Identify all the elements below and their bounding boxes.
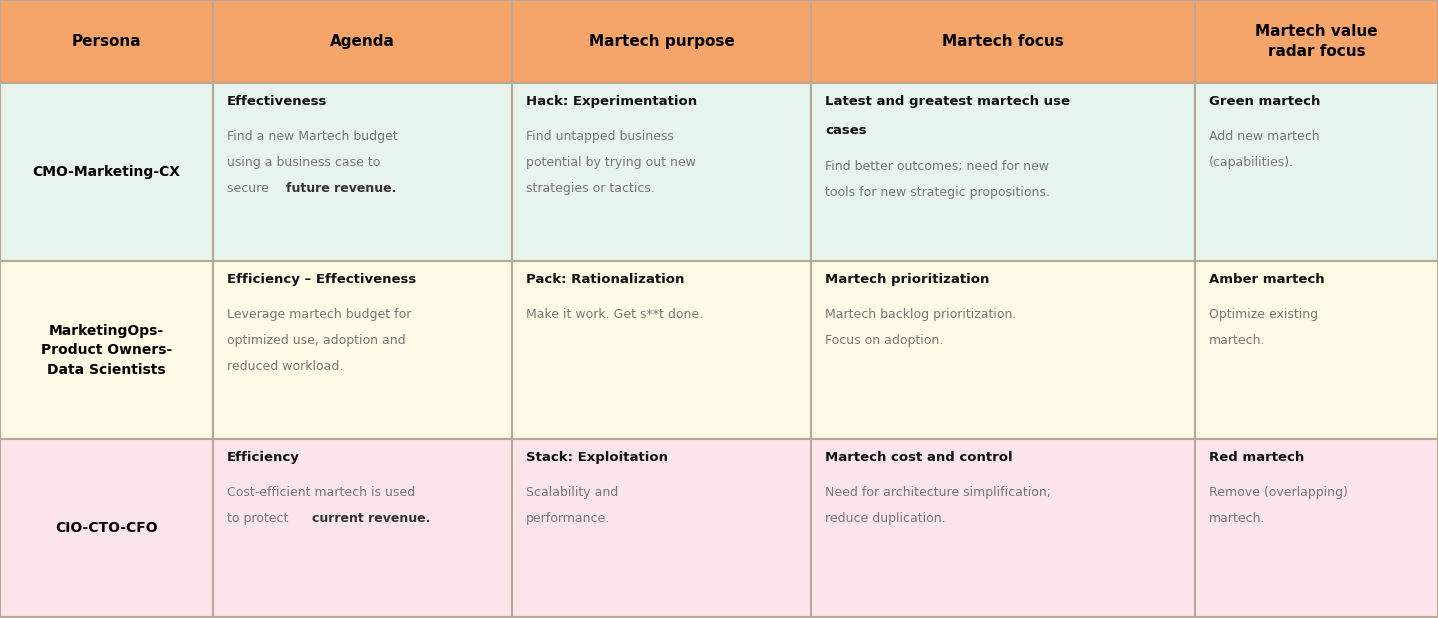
Bar	[1195, 83, 1438, 261]
Text: Persona: Persona	[72, 34, 141, 49]
Text: current revenue.: current revenue.	[312, 512, 430, 525]
Text: Scalability and: Scalability and	[526, 486, 618, 499]
Text: Martech prioritization: Martech prioritization	[825, 273, 989, 286]
Text: tools for new strategic propositions.: tools for new strategic propositions.	[825, 186, 1050, 199]
Text: martech.: martech.	[1209, 512, 1265, 525]
Bar	[811, 83, 1195, 261]
Text: MarketingOps-
Product Owners-
Data Scientists: MarketingOps- Product Owners- Data Scien…	[40, 324, 173, 377]
Text: Remove (overlapping): Remove (overlapping)	[1209, 486, 1349, 499]
Bar	[1195, 261, 1438, 439]
Bar	[1195, 439, 1438, 617]
Bar	[811, 0, 1195, 83]
Text: reduce duplication.: reduce duplication.	[825, 512, 946, 525]
Text: Find untapped business: Find untapped business	[526, 130, 674, 143]
Text: Amber martech: Amber martech	[1209, 273, 1324, 286]
Text: CIO-CTO-CFO: CIO-CTO-CFO	[55, 522, 158, 535]
Text: Martech backlog prioritization.: Martech backlog prioritization.	[825, 308, 1017, 321]
Text: Latest and greatest martech use: Latest and greatest martech use	[825, 95, 1070, 108]
Text: Pack: Rationalization: Pack: Rationalization	[526, 273, 684, 286]
Text: reduced workload.: reduced workload.	[227, 360, 344, 373]
Bar	[213, 0, 512, 83]
Bar	[213, 83, 512, 261]
Bar	[0, 261, 213, 439]
Text: Green martech: Green martech	[1209, 95, 1320, 108]
Text: Martech value
radar focus: Martech value radar focus	[1255, 24, 1378, 59]
Bar	[512, 261, 811, 439]
Text: Martech purpose: Martech purpose	[588, 34, 735, 49]
Bar	[213, 261, 512, 439]
Text: (capabilities).: (capabilities).	[1209, 156, 1294, 169]
Text: Hack: Experimentation: Hack: Experimentation	[526, 95, 697, 108]
Bar	[0, 0, 213, 83]
Text: to protect: to protect	[227, 512, 292, 525]
Text: Stack: Exploitation: Stack: Exploitation	[526, 451, 669, 464]
Text: performance.: performance.	[526, 512, 611, 525]
Text: Martech focus: Martech focus	[942, 34, 1064, 49]
Text: Focus on adoption.: Focus on adoption.	[825, 334, 943, 347]
Text: Need for architecture simplification;: Need for architecture simplification;	[825, 486, 1051, 499]
Bar	[512, 0, 811, 83]
Bar	[0, 83, 213, 261]
Text: secure: secure	[227, 182, 273, 195]
Text: Efficiency: Efficiency	[227, 451, 301, 464]
Text: potential by trying out new: potential by trying out new	[526, 156, 696, 169]
Text: Red martech: Red martech	[1209, 451, 1304, 464]
Bar	[1195, 0, 1438, 83]
Text: Cost-efficient martech is used: Cost-efficient martech is used	[227, 486, 416, 499]
Text: Leverage martech budget for: Leverage martech budget for	[227, 308, 411, 321]
Text: using a business case to: using a business case to	[227, 156, 381, 169]
Text: Effectiveness: Effectiveness	[227, 95, 328, 108]
Text: Add new martech: Add new martech	[1209, 130, 1320, 143]
Bar	[0, 439, 213, 617]
Text: Make it work. Get s**t done.: Make it work. Get s**t done.	[526, 308, 703, 321]
Text: strategies or tactics.: strategies or tactics.	[526, 182, 656, 195]
Bar	[213, 439, 512, 617]
Bar	[811, 261, 1195, 439]
Text: Efficiency – Effectiveness: Efficiency – Effectiveness	[227, 273, 417, 286]
Bar	[811, 439, 1195, 617]
Text: Find better outcomes; need for new: Find better outcomes; need for new	[825, 160, 1050, 173]
Text: future revenue.: future revenue.	[286, 182, 397, 195]
Text: Agenda: Agenda	[329, 34, 395, 49]
Text: martech.: martech.	[1209, 334, 1265, 347]
Text: CMO-Marketing-CX: CMO-Marketing-CX	[33, 166, 180, 179]
Bar	[512, 439, 811, 617]
Text: Find a new Martech budget: Find a new Martech budget	[227, 130, 398, 143]
Bar	[512, 83, 811, 261]
Text: Martech cost and control: Martech cost and control	[825, 451, 1012, 464]
Text: Optimize existing: Optimize existing	[1209, 308, 1319, 321]
Text: cases: cases	[825, 124, 867, 137]
Text: optimized use, adoption and: optimized use, adoption and	[227, 334, 406, 347]
